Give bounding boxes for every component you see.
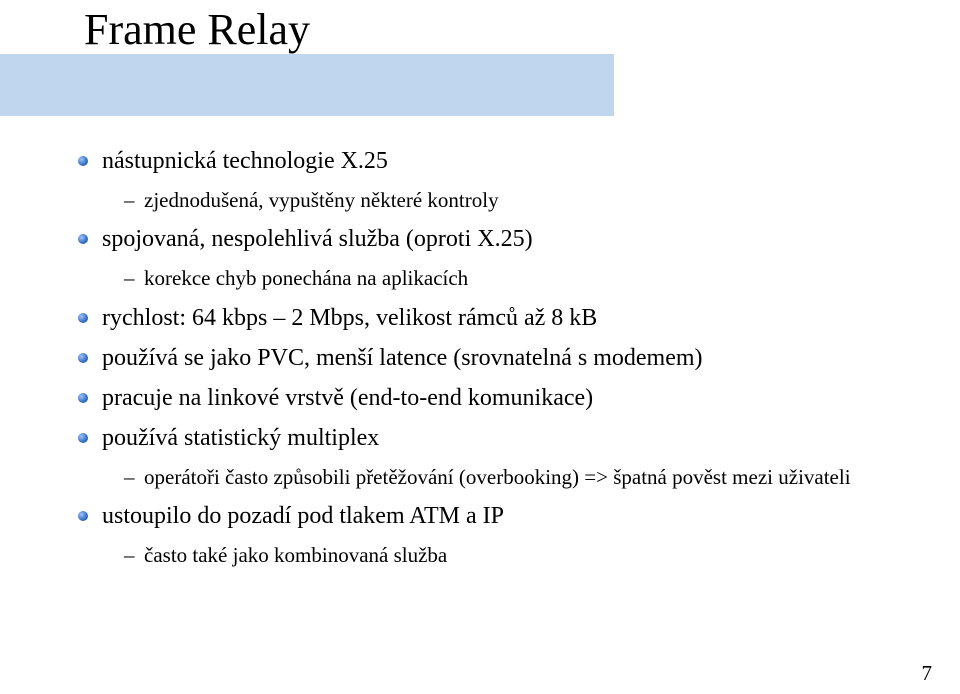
list-item: používá se jako PVC, menší latence (srov…	[72, 343, 892, 373]
list-item: spojovaná, nespolehlivá služba (oproti X…	[72, 224, 892, 254]
page-number: 7	[922, 661, 933, 686]
list-item: rychlost: 64 kbps – 2 Mbps, velikost rám…	[72, 303, 892, 333]
list-item: korekce chyb ponechána na aplikacích	[72, 264, 892, 292]
list-item: nástupnická technologie X.25	[72, 146, 892, 176]
slide: Frame Relay nástupnická technologie X.25…	[0, 0, 960, 694]
list-item: často také jako kombinovaná služba	[72, 541, 892, 569]
list-item: ustoupilo do pozadí pod tlakem ATM a IP	[72, 501, 892, 531]
list-item: operátoři často způsobili přetěžování (o…	[72, 463, 892, 491]
list-item: zjednodušená, vypuštěny některé kontroly	[72, 186, 892, 214]
list-item: používá statistický multiplex	[72, 423, 892, 453]
slide-title: Frame Relay	[84, 4, 310, 55]
title-band	[0, 54, 614, 116]
slide-content: nástupnická technologie X.25 zjednodušen…	[72, 146, 892, 579]
list-item: pracuje na linkové vrstvě (end-to-end ko…	[72, 383, 892, 413]
